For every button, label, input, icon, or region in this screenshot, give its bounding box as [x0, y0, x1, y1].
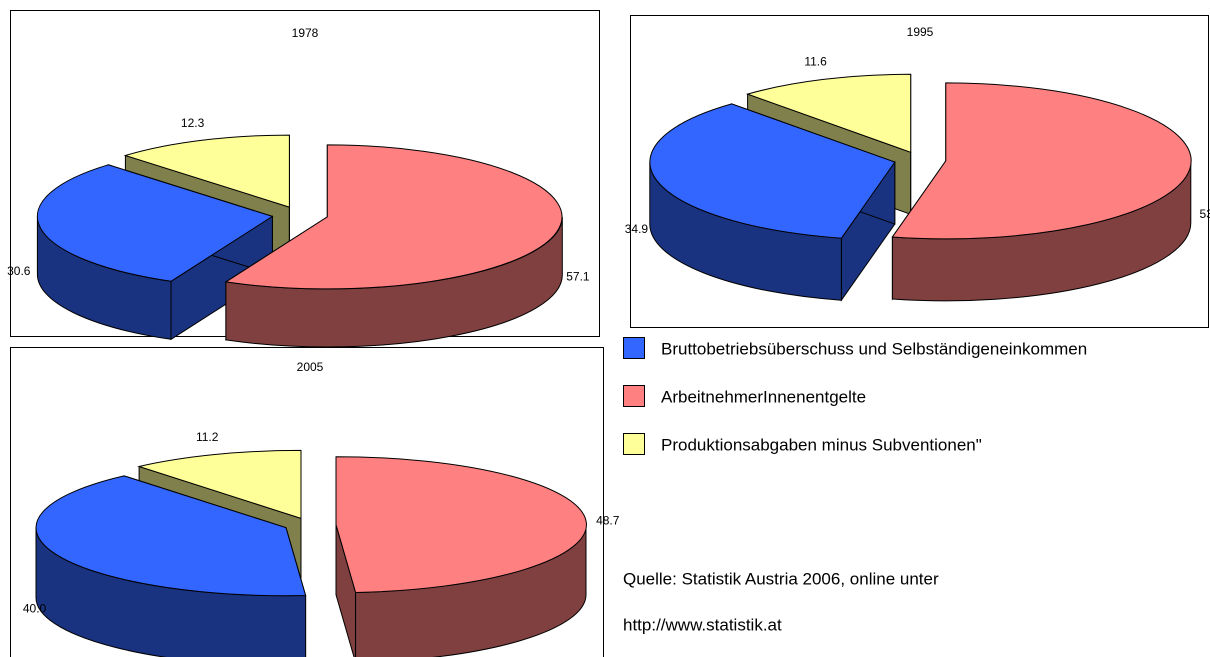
slice-top: [335, 456, 587, 594]
legend-swatch: [623, 433, 645, 455]
value-label: 11.6: [804, 55, 827, 69]
legend-label: ArbeitnehmerInnenentgelte: [661, 387, 866, 406]
slice-top: [36, 164, 274, 282]
value-label: 53.5: [1200, 207, 1210, 221]
value-label: 30.6: [7, 264, 31, 278]
slice-top: [649, 103, 896, 239]
chart-title: 1995: [907, 25, 934, 39]
value-label: 40.0: [23, 602, 47, 616]
slice-top: [745, 73, 912, 154]
legend-swatch: [623, 337, 645, 359]
legend-label: Produktionsabgaben minus Subventionen": [661, 435, 982, 454]
slice-top: [137, 449, 302, 520]
legend-swatch: [623, 385, 645, 407]
slice-top: [35, 475, 307, 597]
slice-top: [123, 134, 290, 208]
value-label: 48.7: [596, 514, 620, 528]
chart-title: 2005: [297, 360, 324, 374]
legend-label: Bruttobetriebsüberschuss und Selbständig…: [661, 339, 1087, 358]
value-label: 12.3: [181, 116, 205, 130]
slice-top: [224, 144, 563, 290]
source-url: http://www.statistik.at: [623, 615, 782, 634]
source-text: Quelle: Statistik Austria 2006, online u…: [623, 569, 939, 588]
slice-top: [891, 82, 1192, 240]
chart-title: 1978: [292, 26, 319, 40]
value-label: 34.9: [625, 222, 649, 236]
value-label: 57.1: [566, 270, 590, 284]
value-label: 11.2: [196, 430, 219, 444]
